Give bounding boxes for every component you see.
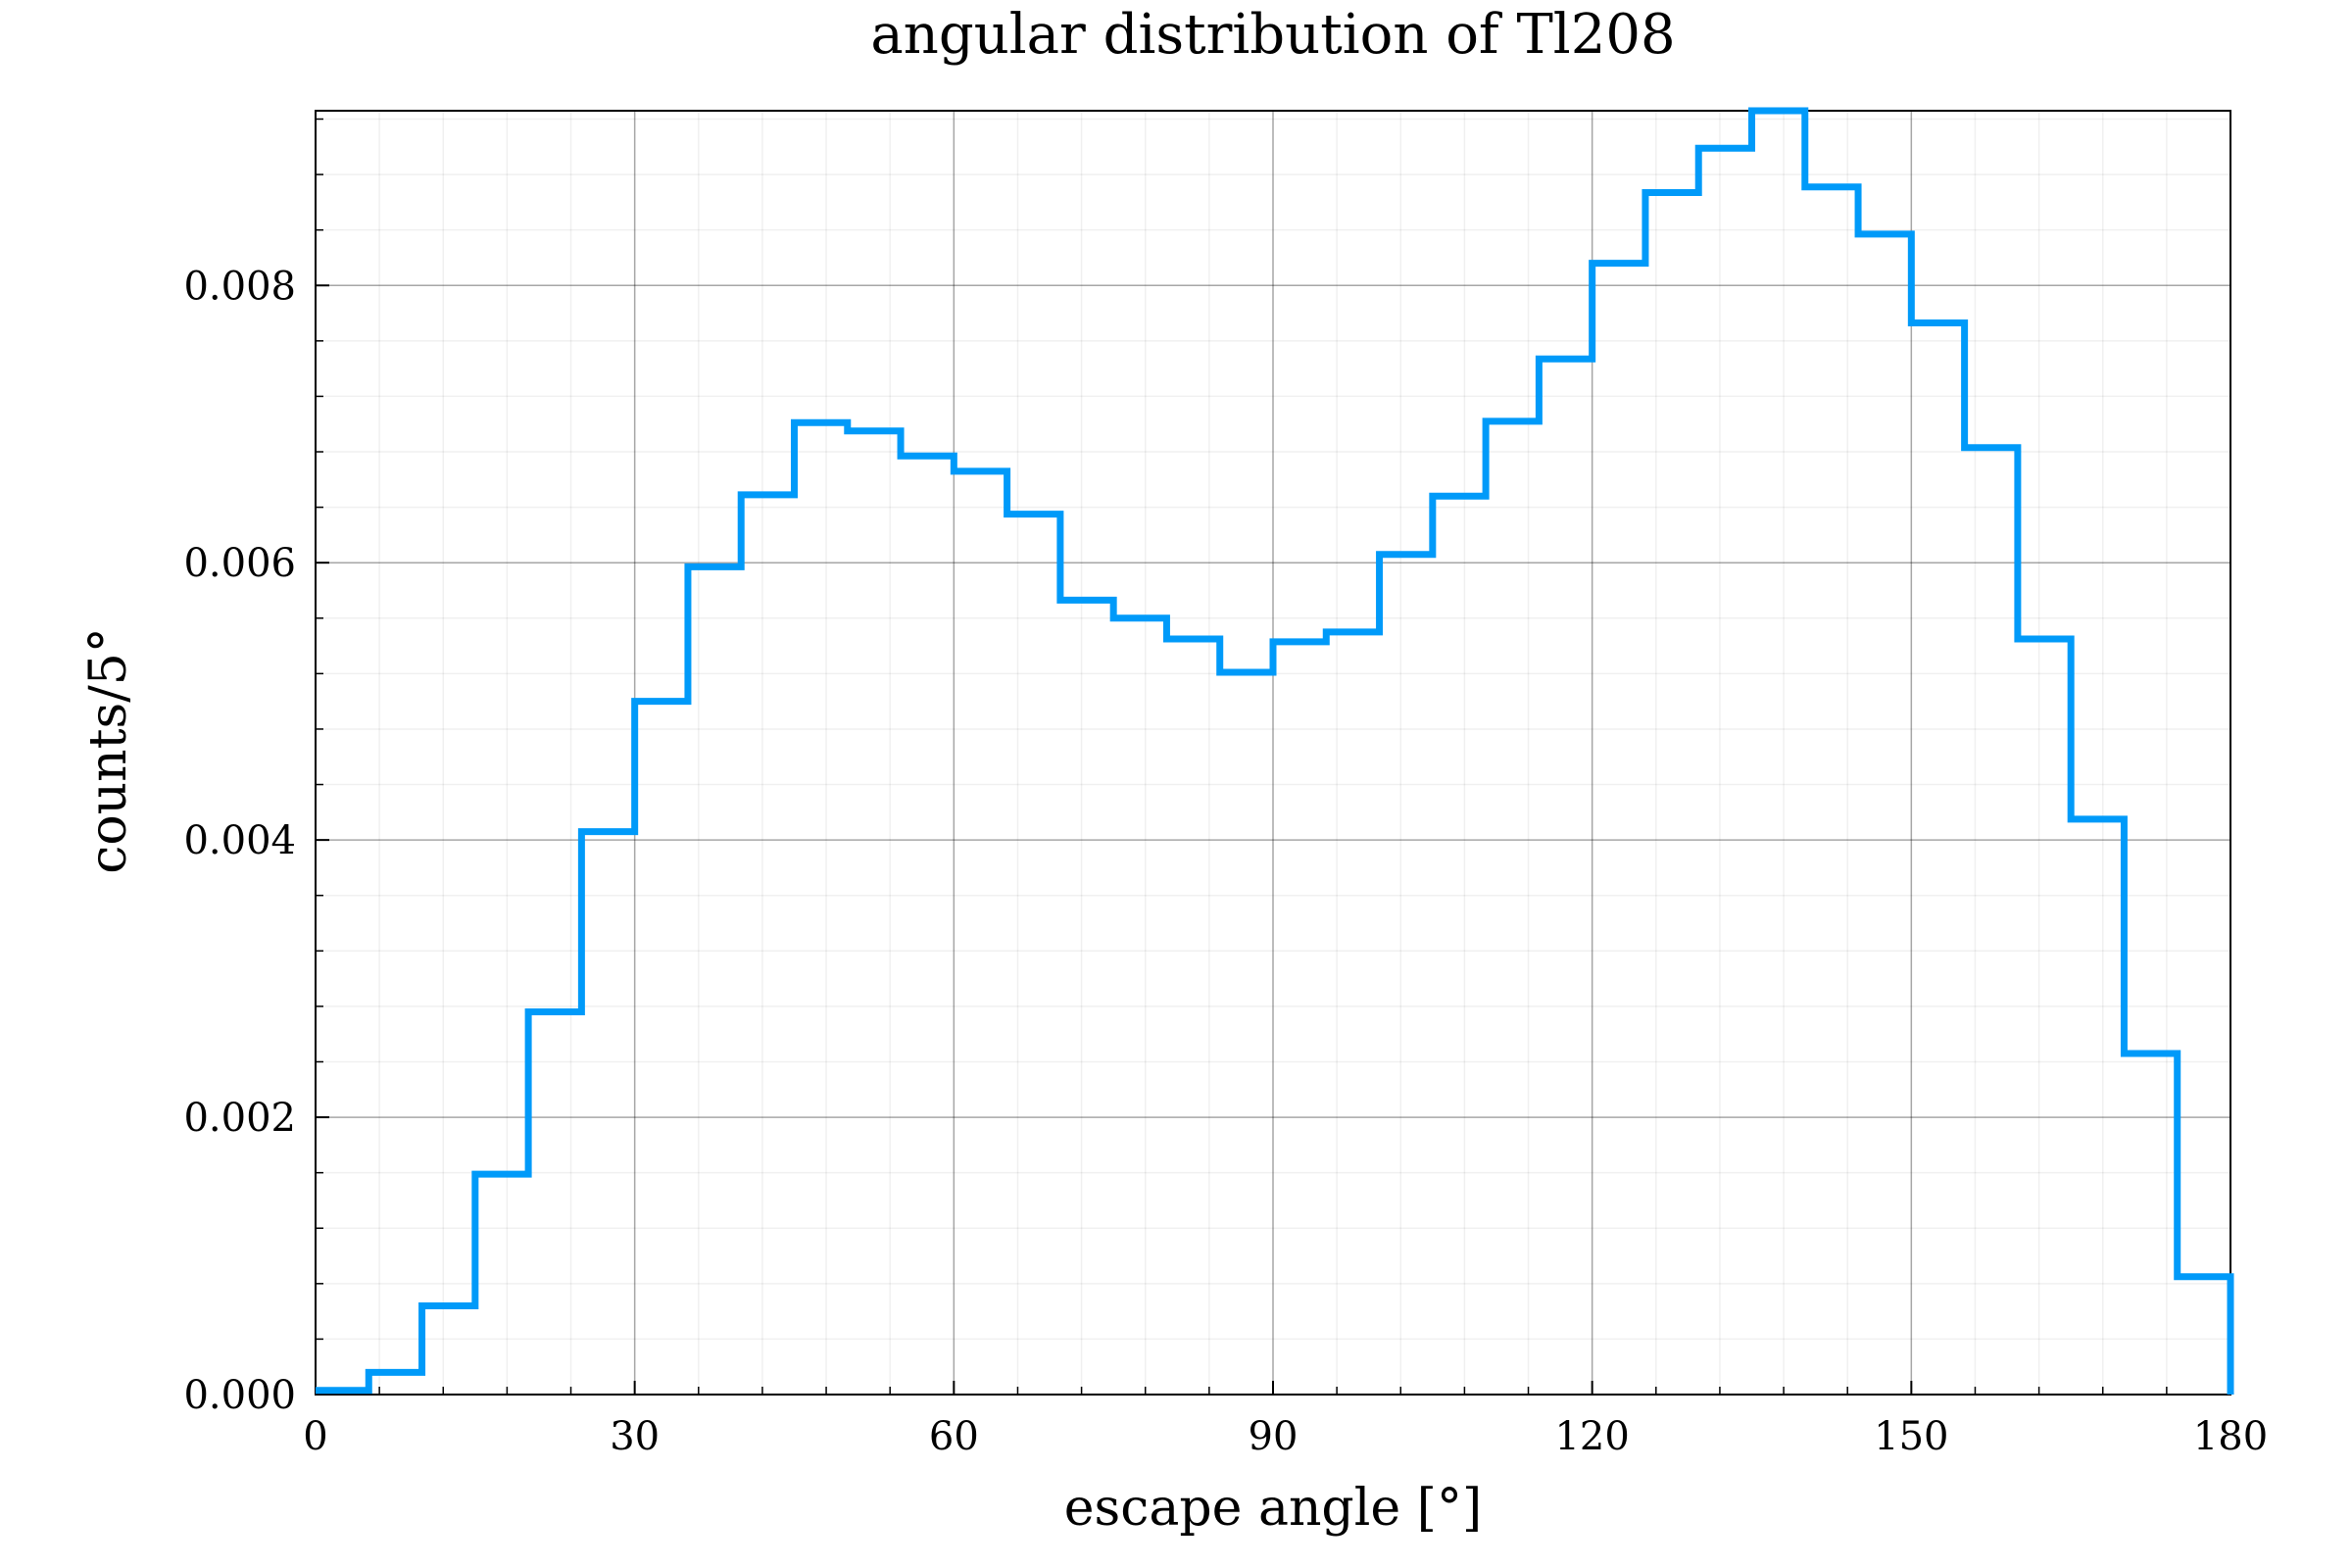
histogram-step-line bbox=[316, 107, 2234, 1395]
y-tick-label: 0.004 bbox=[183, 818, 296, 863]
histogram-bin bbox=[1326, 632, 1379, 1395]
x-tick-label: 0 bbox=[303, 1414, 327, 1459]
histogram-bin bbox=[1060, 600, 1113, 1395]
histogram-bin bbox=[422, 1305, 475, 1395]
histogram-bin bbox=[635, 702, 688, 1395]
histogram-bin bbox=[741, 495, 794, 1395]
histogram-bin bbox=[1273, 642, 1326, 1395]
histogram-bin bbox=[1007, 514, 1060, 1395]
x-tick-label: 120 bbox=[1554, 1414, 1629, 1459]
histogram-bin bbox=[1645, 192, 1698, 1395]
histogram-bin bbox=[1805, 187, 1858, 1395]
y-tick-label: 0.008 bbox=[183, 264, 296, 309]
x-tick-label: 180 bbox=[2193, 1414, 2268, 1459]
histogram-bin bbox=[1858, 234, 1911, 1395]
histogram-bin bbox=[901, 456, 954, 1395]
histogram-bin bbox=[316, 1391, 368, 1395]
histogram-bin bbox=[1911, 322, 1964, 1395]
histogram-bin bbox=[848, 431, 901, 1395]
histogram-bin bbox=[1220, 672, 1273, 1395]
histogram-bin bbox=[1698, 148, 1751, 1395]
histogram-bin bbox=[1965, 448, 2018, 1395]
histogram-bin bbox=[1539, 359, 1592, 1395]
x-tick-label: 60 bbox=[929, 1414, 979, 1459]
y-axis: 0.000 0.002 0.004 0.006 0.008 bbox=[183, 118, 329, 1418]
chart-title: angular distribution of Tl208 bbox=[870, 3, 1675, 67]
histogram-bin bbox=[2071, 819, 2124, 1395]
x-axis-title: escape angle [°] bbox=[1064, 1479, 1482, 1538]
histogram-bin bbox=[795, 422, 848, 1395]
y-tick-label: 0.002 bbox=[183, 1096, 296, 1141]
histogram-bin bbox=[1752, 111, 1805, 1395]
y-axis-title: counts/5° bbox=[79, 627, 138, 874]
histogram-bin bbox=[475, 1174, 528, 1395]
histogram-bin bbox=[368, 1372, 421, 1395]
x-tick-label: 150 bbox=[1874, 1414, 1948, 1459]
x-tick-label: 30 bbox=[610, 1414, 660, 1459]
histogram-bin bbox=[688, 566, 741, 1395]
histogram-bin bbox=[581, 832, 634, 1395]
histogram-bin bbox=[2178, 1277, 2230, 1395]
histogram-bin bbox=[1380, 555, 1433, 1395]
minor-grid bbox=[316, 111, 2230, 1395]
histogram-bin bbox=[1113, 618, 1166, 1395]
histogram-bin bbox=[2018, 639, 2071, 1395]
y-tick-label: 0.006 bbox=[183, 541, 296, 586]
x-tick-label: 90 bbox=[1249, 1414, 1298, 1459]
histogram-bin bbox=[954, 471, 1006, 1395]
histogram-bin bbox=[1433, 496, 1486, 1395]
histogram-series bbox=[316, 107, 2234, 1395]
histogram-bin bbox=[1486, 421, 1539, 1395]
major-grid bbox=[316, 111, 2230, 1395]
histogram-bin bbox=[1166, 639, 1219, 1395]
x-axis: 0 30 60 90 120 150 180 bbox=[303, 1381, 2268, 1459]
y-tick-label: 0.000 bbox=[183, 1373, 296, 1418]
histogram-bin bbox=[528, 1012, 581, 1395]
histogram-bin bbox=[1592, 264, 1645, 1395]
histogram-bin bbox=[2124, 1054, 2177, 1395]
